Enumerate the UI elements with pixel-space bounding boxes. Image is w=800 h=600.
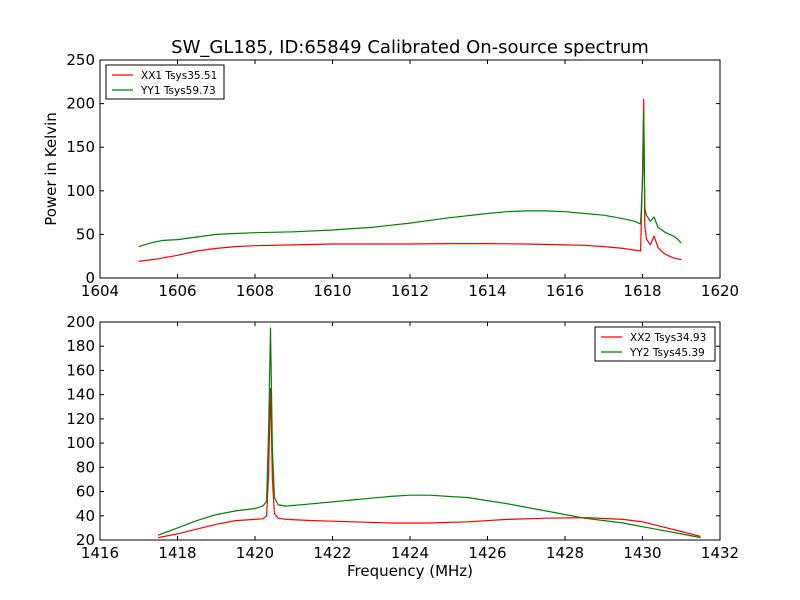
legend: XX1 Tsys35.51 YY1 Tsys59.73 — [105, 64, 225, 100]
legend-label: XX2 Tsys34.93 — [630, 332, 706, 344]
x-tick-label: 1424 — [391, 544, 429, 562]
y-tick-label: 100 — [66, 182, 95, 200]
x-tick-label: 1608 — [236, 282, 274, 300]
legend-box — [105, 64, 225, 100]
legend-label: YY1 Tsys59.73 — [140, 85, 216, 97]
y-tick-label: 20 — [76, 531, 95, 549]
y-tick-label: 200 — [66, 313, 95, 331]
y-tick-label: 0 — [85, 269, 95, 287]
x-tick-label: 1614 — [468, 282, 506, 300]
y-tick-label: 100 — [66, 434, 95, 452]
series-line-1-1 — [138, 98, 682, 262]
legend-label: XX1 Tsys35.51 — [141, 70, 217, 82]
plot-2: 1416 1418 1420 1422 1424 1426 1428 1430 1432 20 40… — [66, 313, 739, 580]
x-tick-label: 1612 — [391, 282, 429, 300]
series-line-1-2 — [138, 109, 682, 248]
y-tick-label: 150 — [66, 138, 95, 156]
legend: XX2 Tsys34.93 YY2 Tsys45.39 — [594, 326, 716, 362]
y-tick-label: 60 — [76, 483, 95, 501]
y-axis-label: Power in Kelvin — [42, 112, 60, 226]
y-tick-label: 180 — [66, 337, 95, 355]
x-tick-label: 1604 — [81, 282, 119, 300]
x-axis-label: Frequency (MHz) — [347, 562, 473, 580]
plot-1: 1604 1606 1608 1610 1612 1614 1616 1618 1620 0 50 1… — [42, 51, 739, 300]
x-tick-label: 1422 — [313, 544, 351, 562]
series-line-2-2 — [157, 327, 701, 539]
series-line-2-1 — [157, 388, 701, 539]
x-tick-label: 1618 — [623, 282, 661, 300]
y-tick-label: 40 — [76, 507, 95, 525]
x-tick-label: 1428 — [546, 544, 584, 562]
x-tick-label: 1610 — [313, 282, 351, 300]
x-tick-label: 1416 — [81, 544, 119, 562]
y-tick-label: 50 — [76, 225, 95, 243]
y-tick-label: 120 — [66, 410, 95, 428]
x-tick-label: 1418 — [158, 544, 196, 562]
y-tick-label: 80 — [76, 458, 95, 476]
x-tick-label: 1620 — [701, 282, 739, 300]
legend-label: YY2 Tsys45.39 — [629, 347, 705, 359]
y-tick-label: 250 — [66, 51, 95, 69]
y-tick-label: 140 — [66, 386, 95, 404]
x-tick-label: 1426 — [468, 544, 506, 562]
y-tick-label: 160 — [66, 361, 95, 379]
x-tick-label: 1430 — [623, 544, 661, 562]
x-tick-label: 1432 — [701, 544, 739, 562]
x-tick-label: 1606 — [158, 282, 196, 300]
y-tick-label: 200 — [66, 95, 95, 113]
figure-title: SW_GL185, ID:65849 Calibrated On-source … — [171, 37, 649, 58]
x-tick-label: 1616 — [546, 282, 584, 300]
legend-box — [594, 326, 716, 362]
x-tick-label: 1420 — [236, 544, 274, 562]
